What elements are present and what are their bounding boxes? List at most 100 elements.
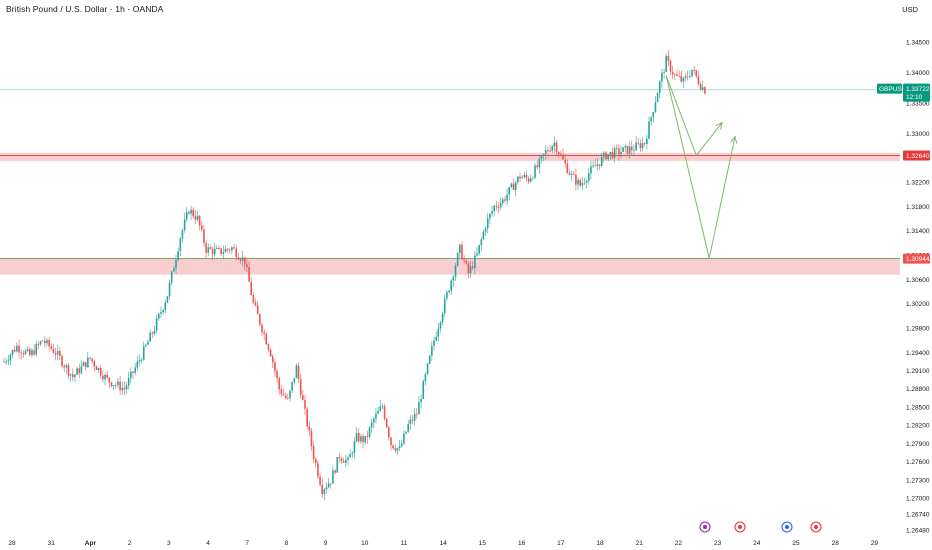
- candle-body: [635, 142, 637, 151]
- candle-body: [91, 358, 93, 362]
- candle-body: [282, 394, 285, 396]
- candle-body: [84, 362, 87, 368]
- candle-body: [44, 340, 46, 344]
- candle-body: [291, 381, 293, 391]
- x-tick-label: 23: [714, 540, 722, 547]
- candle-body: [48, 339, 50, 347]
- candle-body: [112, 385, 115, 387]
- candle-body: [207, 247, 210, 253]
- x-tick-label: 9: [324, 540, 328, 547]
- candle-body: [568, 173, 571, 175]
- y-tick-label: 1.31400: [906, 228, 930, 235]
- level-tag-1: [903, 253, 930, 264]
- candle-body: [310, 430, 313, 447]
- candle-body: [674, 74, 676, 76]
- candle-body: [508, 187, 511, 195]
- candle-body: [140, 359, 143, 361]
- candle-body: [605, 152, 607, 160]
- candle-body: [235, 248, 237, 258]
- candle-body: [104, 374, 106, 380]
- candle-body: [216, 248, 218, 249]
- currency-label[interactable]: USD: [902, 5, 918, 14]
- candle-body: [643, 143, 646, 145]
- candle-body: [590, 166, 592, 174]
- candle-body: [3, 361, 5, 363]
- candle-body: [155, 318, 158, 331]
- candle-body: [183, 219, 186, 231]
- candle-body: [293, 378, 296, 382]
- candle-body: [192, 209, 194, 217]
- candle-body: [265, 333, 268, 345]
- candle-body: [226, 248, 229, 250]
- candle-body: [351, 453, 354, 455]
- candle-body: [581, 182, 584, 186]
- x-tick-label: 2: [128, 540, 132, 547]
- candle-body: [357, 433, 360, 442]
- candle-body: [658, 81, 661, 93]
- y-tick-label: 1.28800: [906, 386, 930, 393]
- candle-body: [504, 199, 506, 201]
- candle-body: [205, 243, 207, 253]
- candle-body: [160, 312, 162, 314]
- candle-body: [400, 443, 403, 447]
- candle-body: [95, 366, 98, 371]
- candle-body: [338, 457, 341, 459]
- candle-body: [179, 238, 182, 252]
- candle-body: [465, 260, 468, 264]
- candle-body: [61, 356, 63, 367]
- candle-body: [271, 356, 274, 363]
- candle-body: [388, 427, 390, 438]
- candle-body: [383, 406, 386, 419]
- candle-body: [29, 349, 31, 356]
- candle-body: [486, 218, 489, 229]
- candle-body: [138, 360, 141, 362]
- x-tick-label: 31: [48, 540, 56, 547]
- candle-body: [218, 248, 220, 249]
- candle-body: [499, 202, 502, 208]
- zone-1: [0, 258, 900, 275]
- y-tick-label: 1.27000: [906, 496, 930, 503]
- candle-body: [250, 281, 253, 296]
- candle-body: [549, 150, 551, 152]
- candle-body: [439, 322, 442, 329]
- candle-body: [11, 349, 14, 355]
- candle-body: [342, 461, 345, 463]
- candle-body: [540, 155, 543, 159]
- candle-body: [67, 365, 70, 376]
- candle-body: [676, 74, 678, 76]
- candle-body: [695, 70, 698, 77]
- candle-body: [424, 373, 427, 382]
- candle-body: [564, 159, 566, 164]
- candle-body: [132, 371, 134, 373]
- candle-body: [196, 215, 199, 220]
- candle-body: [203, 229, 205, 244]
- candle-body: [527, 177, 530, 182]
- candle-body: [689, 76, 691, 78]
- candle-body: [637, 142, 640, 144]
- candle-body: [646, 138, 648, 145]
- candle-body: [284, 395, 287, 399]
- candle-body: [54, 352, 57, 355]
- candle-body: [583, 182, 586, 184]
- y-tick-label: 1.31800: [906, 204, 930, 211]
- candle-body: [74, 374, 76, 378]
- candle-body: [136, 361, 139, 368]
- candle-body: [396, 448, 399, 451]
- candle-body: [360, 436, 362, 442]
- candle-body: [308, 426, 311, 431]
- candle-body: [237, 257, 240, 260]
- candle-body: [18, 345, 20, 353]
- candle-body: [198, 215, 201, 226]
- candle-body: [65, 365, 68, 368]
- candle-body: [435, 336, 437, 341]
- candle-body: [151, 332, 154, 334]
- candle-body: [41, 340, 44, 342]
- candle-body: [278, 378, 280, 390]
- candle-body: [390, 437, 392, 446]
- candle-body: [437, 328, 440, 337]
- candle-body: [613, 148, 616, 158]
- candle-body: [588, 173, 590, 181]
- candle-body: [433, 340, 435, 347]
